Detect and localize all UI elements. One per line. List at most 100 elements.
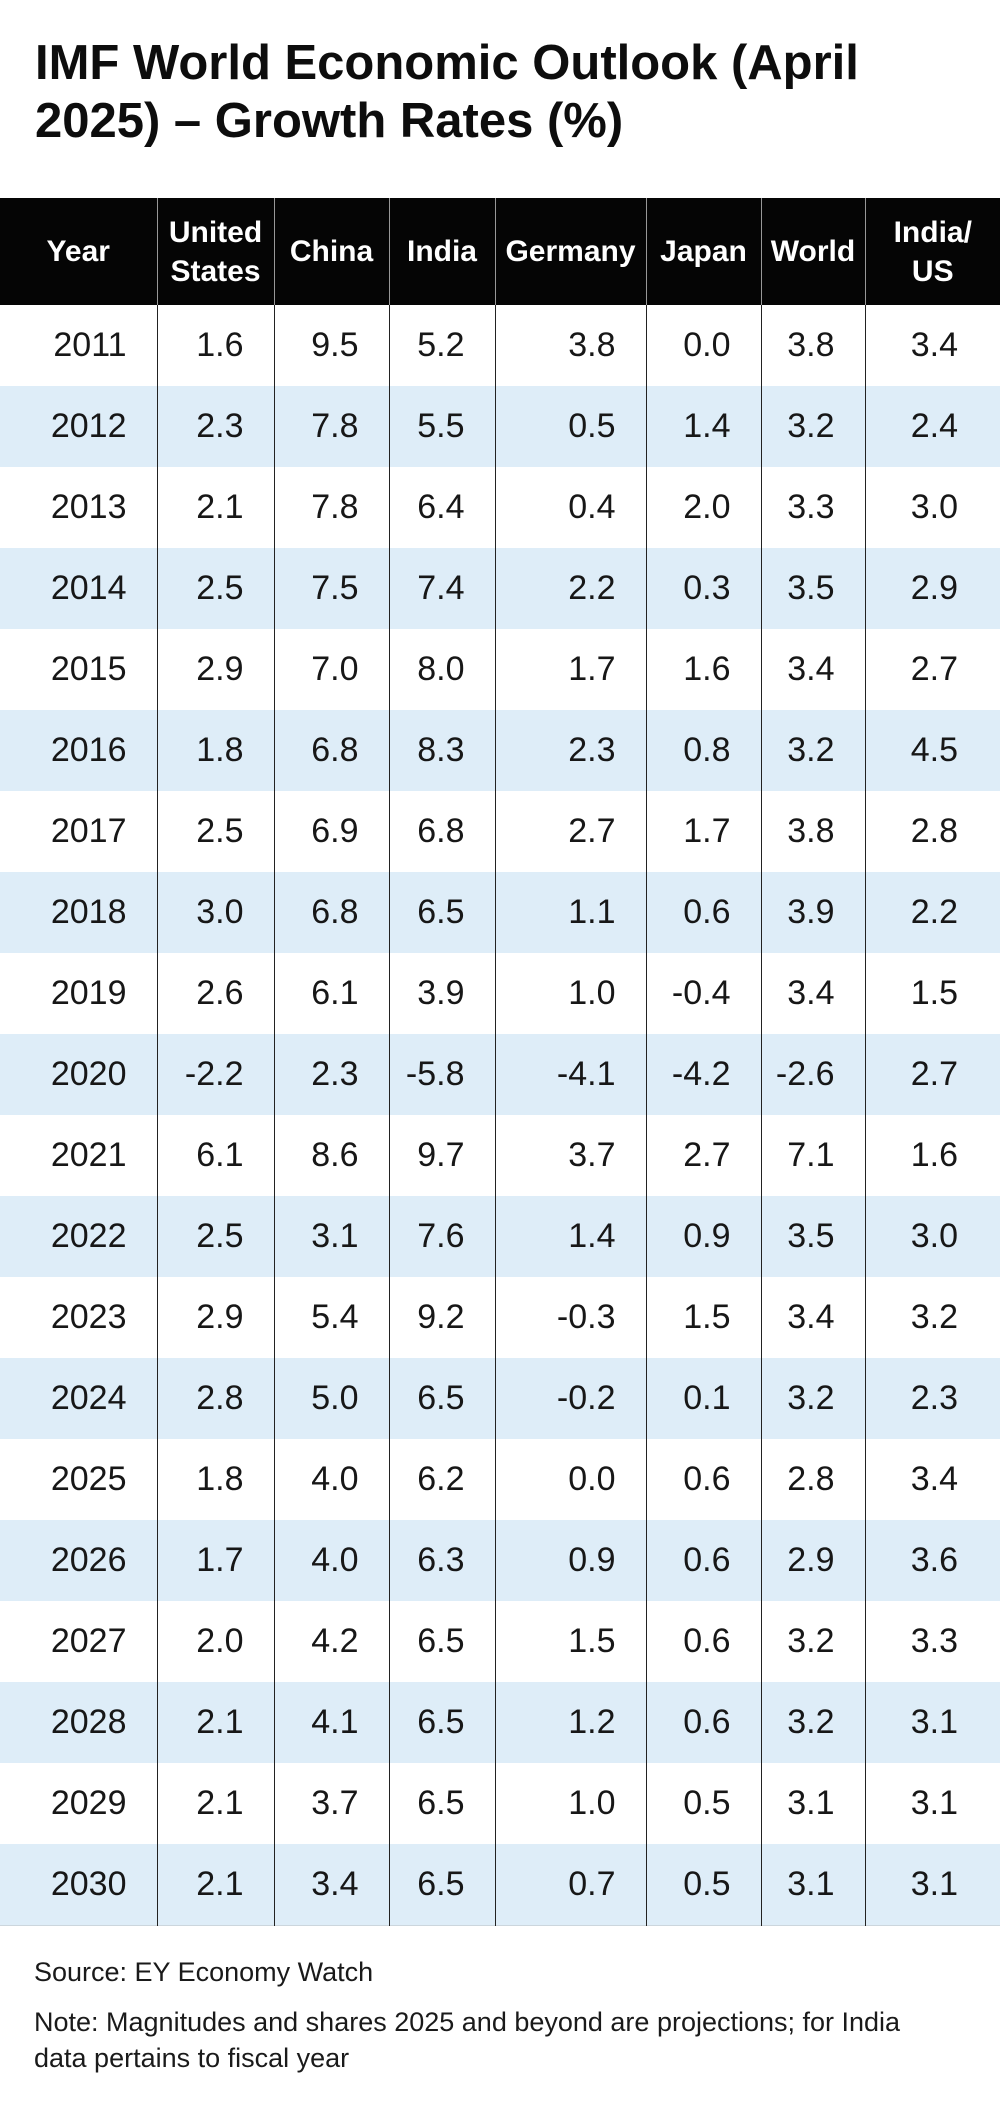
value-cell: 3.9 bbox=[388, 953, 495, 1034]
table-row: 2020 -2.2 2.3 -5.8 -4.1 -4.2 -2.6 2.7 bbox=[0, 1034, 1000, 1115]
value-cell: 3.8 bbox=[494, 305, 646, 386]
value-cell: 2.7 bbox=[494, 791, 646, 872]
value-cell: 5.0 bbox=[273, 1358, 389, 1439]
value-cell: 3.3 bbox=[760, 467, 865, 548]
year-cell: 2018 bbox=[50, 893, 127, 931]
value-cell: 2.7 bbox=[645, 1115, 761, 1196]
value-cell: 8.6 bbox=[273, 1115, 389, 1196]
table-row: 2012 2.3 7.8 5.5 0.5 1.4 3.2 2.4 bbox=[0, 386, 1000, 467]
year-cell: 2013 bbox=[50, 488, 127, 526]
value-cell: 2.9 bbox=[760, 1520, 865, 1601]
value-cell: 2.2 bbox=[864, 872, 1000, 953]
column-header-germany: Germany bbox=[494, 198, 646, 305]
value-cell: 5.5 bbox=[388, 386, 495, 467]
value-cell: 3.2 bbox=[760, 1682, 865, 1763]
value-cell: 2.3 bbox=[864, 1358, 1000, 1439]
value-cell: 2.8 bbox=[760, 1439, 865, 1520]
value-cell: 2.5 bbox=[156, 548, 274, 629]
value-cell: 0.6 bbox=[645, 872, 761, 953]
value-cell: 3.1 bbox=[273, 1196, 389, 1277]
value-cell: 0.7 bbox=[494, 1844, 646, 1926]
value-cell: 1.5 bbox=[494, 1601, 646, 1682]
value-cell: 6.9 bbox=[273, 791, 389, 872]
value-cell: 2.1 bbox=[156, 1682, 274, 1763]
value-cell: 0.6 bbox=[645, 1682, 761, 1763]
table-row: 2026 1.7 4.0 6.3 0.9 0.6 2.9 3.6 bbox=[0, 1520, 1000, 1601]
value-cell: -0.3 bbox=[494, 1277, 646, 1358]
value-cell: 3.4 bbox=[760, 629, 865, 710]
year-cell: 2028 bbox=[50, 1703, 127, 1741]
year-cell: 2015 bbox=[50, 650, 127, 688]
value-cell: 6.8 bbox=[273, 710, 389, 791]
value-cell: 2.2 bbox=[494, 548, 646, 629]
value-cell: 4.0 bbox=[273, 1439, 389, 1520]
table-row: 2014 2.5 7.5 7.4 2.2 0.3 3.5 2.9 bbox=[0, 548, 1000, 629]
value-cell: 6.5 bbox=[388, 1682, 495, 1763]
value-cell: 2.9 bbox=[156, 629, 274, 710]
value-cell: 0.5 bbox=[645, 1844, 761, 1926]
value-cell: 2.4 bbox=[864, 386, 1000, 467]
table-row: 2021 6.1 8.6 9.7 3.7 2.7 7.1 1.6 bbox=[0, 1115, 1000, 1196]
value-cell: 2.1 bbox=[156, 1763, 274, 1844]
table-header: Year United States China India Germany Japan W… bbox=[0, 198, 1000, 305]
table-row: 2030 2.1 3.4 6.5 0.7 0.5 3.1 3.1 bbox=[0, 1844, 1000, 1926]
year-cell: 2019 bbox=[50, 974, 127, 1012]
year-cell: 2016 bbox=[50, 731, 127, 769]
table-row: 2022 2.5 3.1 7.6 1.4 0.9 3.5 3.0 bbox=[0, 1196, 1000, 1277]
value-cell: 3.9 bbox=[760, 872, 865, 953]
value-cell: -4.2 bbox=[645, 1034, 761, 1115]
value-cell: 4.5 bbox=[864, 710, 1000, 791]
year-cell: 2027 bbox=[50, 1622, 127, 1660]
value-cell: 6.5 bbox=[388, 1601, 495, 1682]
table-row: 2019 2.6 6.1 3.9 1.0 -0.4 3.4 1.5 bbox=[0, 953, 1000, 1034]
value-cell: 8.0 bbox=[388, 629, 495, 710]
table-row: 2023 2.9 5.4 9.2 -0.3 1.5 3.4 3.2 bbox=[0, 1277, 1000, 1358]
value-cell: 2.3 bbox=[494, 710, 646, 791]
value-cell: 1.7 bbox=[494, 629, 646, 710]
value-cell: 5.4 bbox=[273, 1277, 389, 1358]
value-cell: 7.6 bbox=[388, 1196, 495, 1277]
value-cell: 1.1 bbox=[494, 872, 646, 953]
value-cell: 7.8 bbox=[273, 467, 389, 548]
value-cell: 6.2 bbox=[388, 1439, 495, 1520]
value-cell: 8.3 bbox=[388, 710, 495, 791]
value-cell: 2.9 bbox=[156, 1277, 274, 1358]
value-cell: 3.2 bbox=[760, 710, 865, 791]
table-row: 2013 2.1 7.8 6.4 0.4 2.0 3.3 3.0 bbox=[0, 467, 1000, 548]
value-cell: 6.5 bbox=[388, 1763, 495, 1844]
table-header-row: Year United States China India Germany Japan W… bbox=[0, 198, 1000, 305]
value-cell: 1.6 bbox=[864, 1115, 1000, 1196]
year-cell: 2029 bbox=[50, 1784, 127, 1822]
value-cell: 3.1 bbox=[864, 1682, 1000, 1763]
value-cell: 1.5 bbox=[864, 953, 1000, 1034]
value-cell: 1.0 bbox=[494, 953, 646, 1034]
value-cell: -4.1 bbox=[494, 1034, 646, 1115]
value-cell: 2.0 bbox=[645, 467, 761, 548]
value-cell: 7.8 bbox=[273, 386, 389, 467]
table-row: 2016 1.8 6.8 8.3 2.3 0.8 3.2 4.5 bbox=[0, 710, 1000, 791]
year-cell: 2011 bbox=[53, 326, 127, 364]
value-cell: 0.1 bbox=[645, 1358, 761, 1439]
column-header-india: India bbox=[388, 198, 495, 305]
column-header-united-states: United States bbox=[156, 198, 274, 305]
growth-rates-table: Year United States China India Germany Japan W… bbox=[0, 198, 1000, 1926]
value-cell: 1.8 bbox=[156, 1439, 274, 1520]
value-cell: 3.0 bbox=[864, 1196, 1000, 1277]
year-cell: 2026 bbox=[50, 1541, 127, 1579]
year-cell: 2023 bbox=[50, 1298, 127, 1336]
year-cell: 2012 bbox=[50, 407, 127, 445]
value-cell: 2.0 bbox=[156, 1601, 274, 1682]
table-row: 2029 2.1 3.7 6.5 1.0 0.5 3.1 3.1 bbox=[0, 1763, 1000, 1844]
value-cell: 2.8 bbox=[864, 791, 1000, 872]
value-cell: 9.2 bbox=[388, 1277, 495, 1358]
value-cell: 2.7 bbox=[864, 1034, 1000, 1115]
value-cell: 6.8 bbox=[388, 791, 495, 872]
value-cell: 3.5 bbox=[760, 548, 865, 629]
value-cell: 6.5 bbox=[388, 1844, 495, 1926]
value-cell: 0.3 bbox=[645, 548, 761, 629]
value-cell: 0.8 bbox=[645, 710, 761, 791]
value-cell: 2.5 bbox=[156, 791, 274, 872]
column-header-japan: Japan bbox=[645, 198, 761, 305]
year-cell: 2024 bbox=[50, 1379, 127, 1417]
value-cell: 3.1 bbox=[864, 1844, 1000, 1926]
